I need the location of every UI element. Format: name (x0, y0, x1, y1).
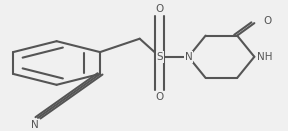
Text: O: O (156, 4, 164, 14)
Text: NH: NH (257, 52, 273, 62)
Text: S: S (156, 52, 163, 62)
Text: O: O (156, 92, 164, 102)
Text: N: N (185, 52, 192, 62)
Text: O: O (263, 16, 271, 26)
Text: N: N (31, 120, 39, 130)
